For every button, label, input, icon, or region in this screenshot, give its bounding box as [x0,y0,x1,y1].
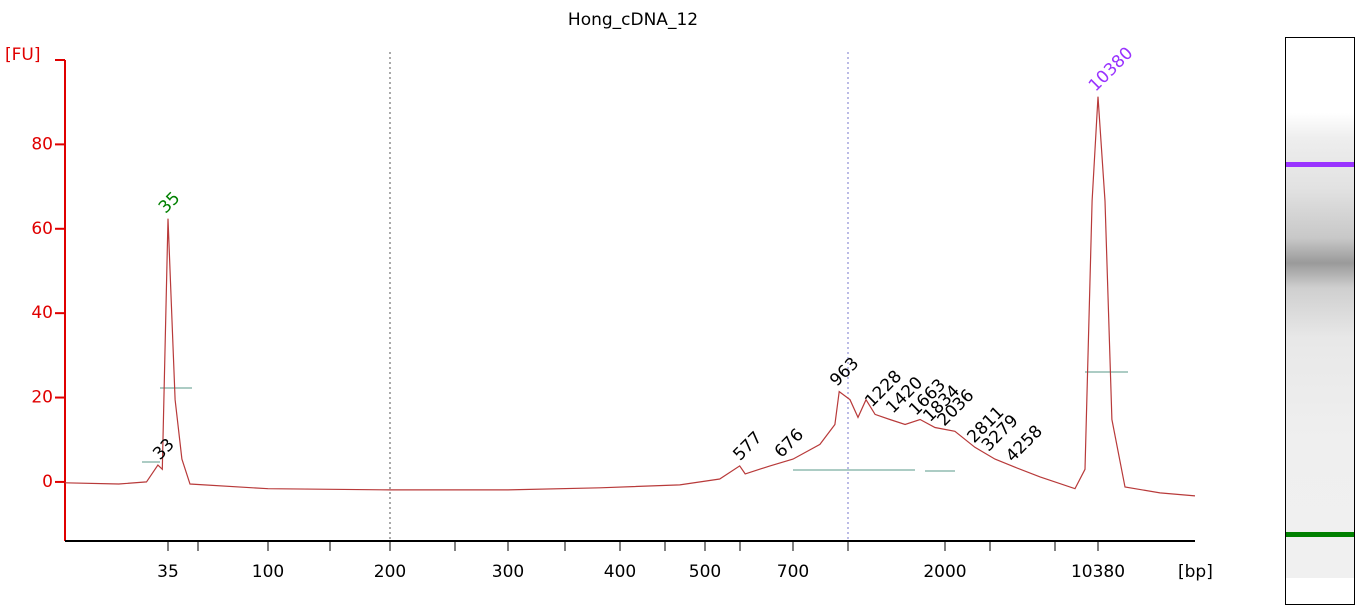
x-axis-label: [bp] [1178,562,1213,582]
x-tick-label: 10380 [1071,562,1125,582]
x-tick-label: 400 [604,562,636,582]
y-tick-label: 20 [31,388,53,408]
x-tick-label: 2000 [923,562,966,582]
gel-lane [1285,37,1355,605]
upper-marker-band [1286,162,1354,167]
chart-title: Hong_cDNA_12 [568,10,698,30]
x-tick-label: 200 [374,562,406,582]
peak-label: 10380 [1085,43,1137,95]
peak-width-lines [142,371,1128,472]
x-tick-label: 100 [252,562,284,582]
x-tick-label: 500 [689,562,721,582]
x-tick-label: 35 [157,562,179,582]
y-axis-label: [FU] [5,45,41,65]
peak-label: 33 [149,435,178,464]
y-tick-label: 80 [31,134,53,154]
y-tick-label: 40 [31,303,53,323]
peak-label: 963 [826,354,863,391]
lower-marker-band [1286,532,1354,537]
peak-label: 577 [729,428,766,465]
y-tick-label: 60 [31,219,53,239]
minor-ticks [197,541,1056,551]
x-tick-label: 700 [777,562,809,582]
trace [64,96,1196,497]
y-tick-label: 0 [42,472,53,492]
chart: Hong_cDNA_12 [FU] [bp] 0 20 40 60 80 35 100 200… [5,10,1213,582]
peak-label: 676 [771,425,808,462]
x-tick-label: 300 [492,562,524,582]
peak-label: 35 [155,188,184,217]
